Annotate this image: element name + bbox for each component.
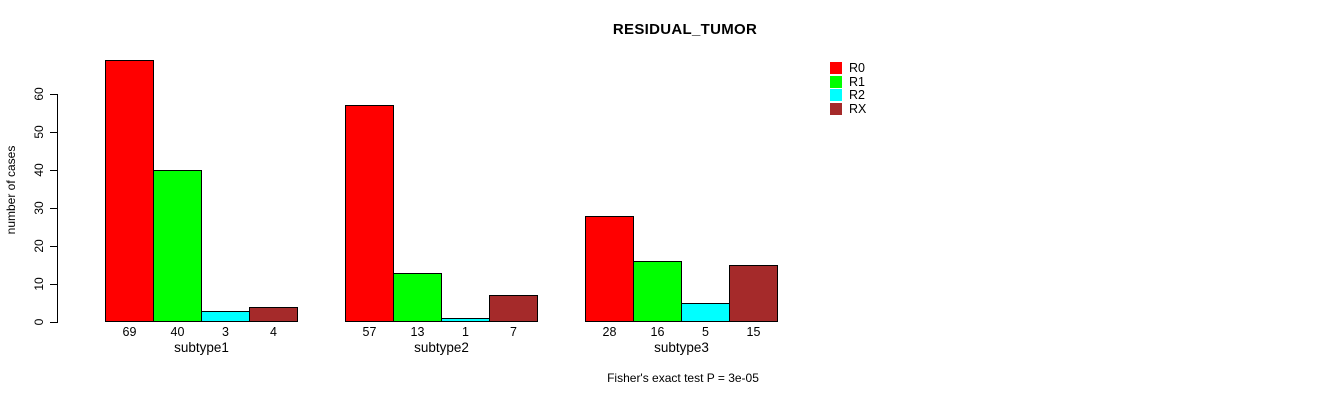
y-axis-tick-label: 50 — [32, 125, 46, 139]
y-axis-tick — [50, 132, 57, 133]
bar-RX-subtype3 — [729, 265, 778, 322]
y-axis-tick-label: 20 — [32, 239, 46, 253]
bar-value-label: 13 — [410, 325, 425, 339]
legend-item-R0: R0 — [830, 62, 866, 74]
chart-title: RESIDUAL_TUMOR — [612, 21, 758, 38]
y-axis-tick-label: 0 — [32, 318, 46, 326]
bar-R1-subtype2 — [393, 273, 442, 322]
y-axis-tick-label: 60 — [32, 87, 46, 101]
bar-value-label: 7 — [510, 325, 517, 339]
bar-R0-subtype3 — [585, 216, 634, 322]
legend-item-R1: R1 — [830, 74, 866, 89]
y-axis-tick — [50, 170, 57, 171]
legend-swatch-R2 — [830, 89, 842, 101]
bar-R1-subtype3 — [633, 261, 682, 322]
category-label-subtype3: subtype3 — [654, 340, 709, 355]
category-label-subtype2: subtype2 — [414, 340, 469, 355]
bar-value-label: 57 — [362, 325, 377, 339]
bar-value-label: 3 — [222, 325, 229, 339]
legend: R0 R1 R2 RX — [830, 62, 866, 116]
y-axis-tick-label: 10 — [32, 277, 46, 291]
bar-R2-subtype2 — [441, 318, 490, 322]
y-axis-tick — [50, 208, 57, 209]
y-axis-line — [57, 94, 58, 323]
legend-label: R0 — [849, 61, 865, 75]
bar-R0-subtype2 — [345, 105, 394, 322]
y-axis-tick-label: 30 — [32, 201, 46, 215]
legend-swatch-R1 — [830, 75, 842, 88]
y-axis-tick — [50, 246, 57, 247]
legend-swatch-R0 — [830, 62, 842, 74]
y-axis-tick — [50, 284, 57, 285]
legend-label: R1 — [849, 74, 865, 89]
bar-RX-subtype2 — [489, 295, 538, 322]
bar-value-label: 5 — [702, 325, 709, 339]
bar-R0-subtype1 — [105, 60, 154, 322]
bar-value-label: 1 — [462, 325, 469, 339]
legend-label: R2 — [849, 88, 865, 102]
bar-R2-subtype3 — [681, 303, 730, 322]
legend-item-R2: R2 — [830, 89, 866, 101]
bar-R2-subtype1 — [201, 311, 250, 322]
category-label-subtype1: subtype1 — [174, 340, 229, 355]
legend-label: RX — [849, 101, 867, 116]
bar-value-label: 69 — [122, 325, 137, 339]
bar-value-label: 4 — [270, 325, 277, 339]
bar-value-label: 40 — [170, 325, 185, 339]
y-axis-tick-label: 40 — [32, 163, 46, 177]
legend-swatch-RX — [830, 102, 842, 115]
y-axis-tick — [50, 94, 57, 95]
bar-value-label: 16 — [650, 325, 665, 339]
legend-item-RX: RX — [830, 101, 867, 116]
y-axis-tick — [50, 322, 57, 323]
bar-value-label: 28 — [602, 325, 617, 339]
fisher-test-annotation: Fisher's exact test P = 3e-05 — [607, 371, 759, 385]
bar-RX-subtype1 — [249, 307, 298, 322]
bar-R1-subtype1 — [153, 170, 202, 322]
bar-value-label: 15 — [746, 325, 761, 339]
